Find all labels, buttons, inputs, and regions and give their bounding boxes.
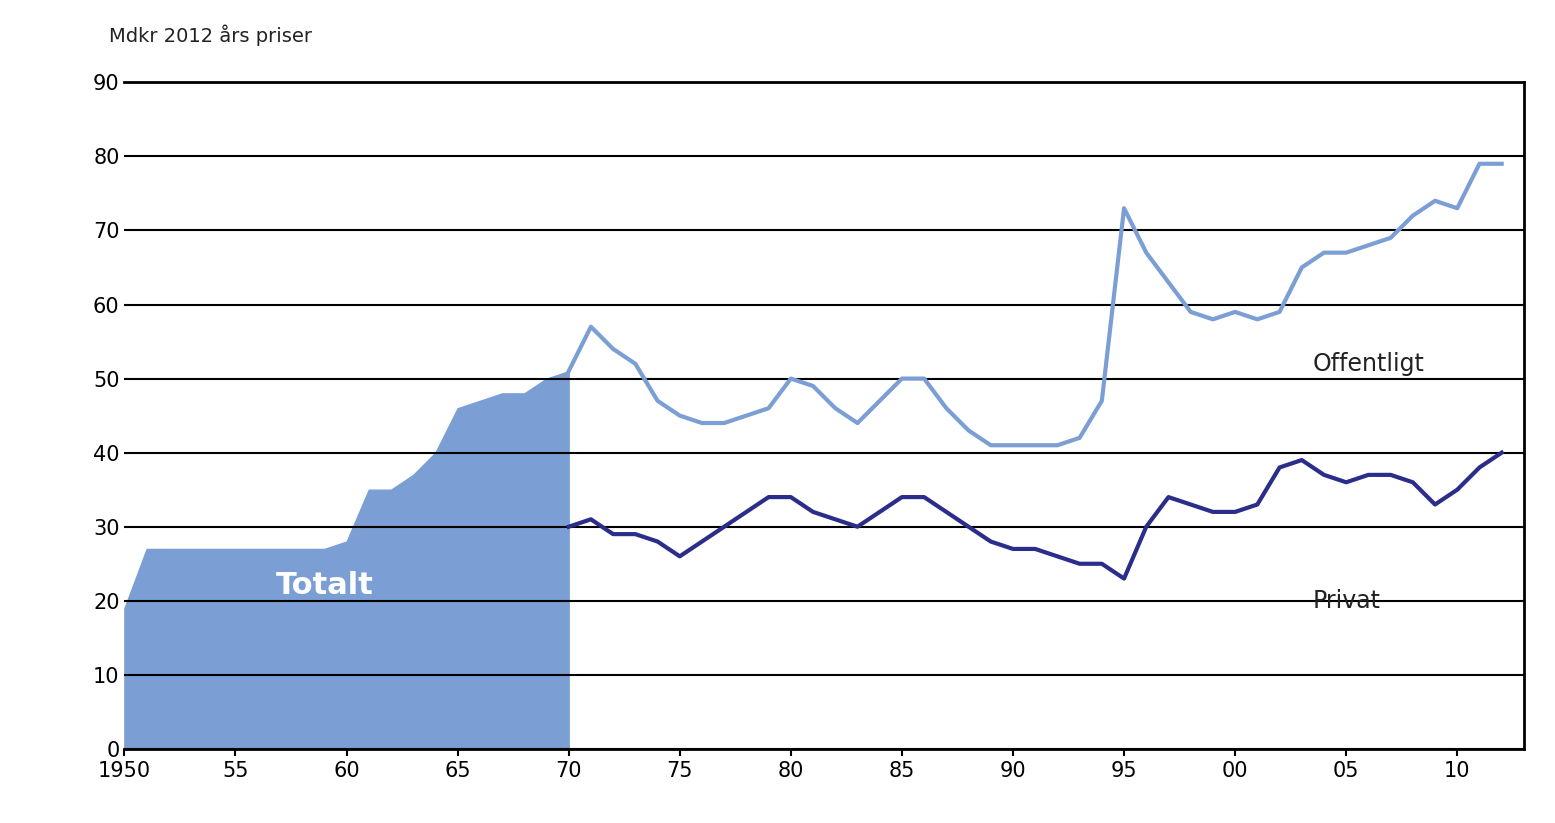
Text: Totalt: Totalt [275, 571, 373, 601]
Text: Mdkr 2012 års priser: Mdkr 2012 års priser [109, 25, 313, 46]
Text: Privat: Privat [1312, 588, 1381, 613]
Text: Offentligt: Offentligt [1312, 351, 1424, 376]
